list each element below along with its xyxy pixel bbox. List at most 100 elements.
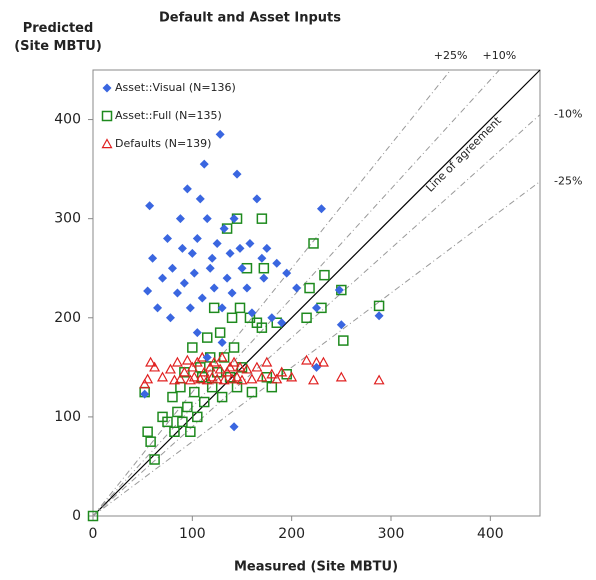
point bbox=[256, 322, 268, 333]
point bbox=[308, 374, 320, 385]
legend-marker bbox=[102, 83, 112, 93]
reference-line bbox=[92, 181, 541, 517]
point bbox=[261, 371, 273, 383]
point bbox=[225, 248, 235, 258]
point bbox=[195, 194, 205, 204]
point bbox=[182, 401, 193, 413]
legend-marker bbox=[101, 138, 113, 149]
reference-line bbox=[92, 69, 500, 517]
point bbox=[234, 361, 246, 372]
point bbox=[286, 371, 298, 382]
point bbox=[259, 273, 269, 283]
point bbox=[172, 406, 183, 418]
point bbox=[167, 391, 178, 403]
point bbox=[212, 238, 222, 248]
plot-area bbox=[92, 69, 541, 517]
point bbox=[189, 268, 199, 278]
point bbox=[205, 263, 215, 273]
reference-line bbox=[92, 69, 451, 517]
point bbox=[242, 283, 252, 293]
point bbox=[272, 258, 282, 268]
point bbox=[209, 283, 219, 293]
point bbox=[149, 454, 160, 465]
point bbox=[224, 361, 236, 372]
point bbox=[168, 374, 180, 385]
point bbox=[172, 288, 182, 298]
y-tick-label: 0 bbox=[72, 508, 81, 524]
point bbox=[312, 362, 321, 372]
point bbox=[148, 253, 158, 263]
point bbox=[207, 253, 217, 263]
point bbox=[179, 278, 189, 288]
point bbox=[229, 422, 239, 432]
point bbox=[256, 213, 268, 224]
reference-line bbox=[92, 114, 541, 517]
point bbox=[246, 386, 258, 398]
point bbox=[334, 285, 344, 295]
point bbox=[185, 303, 195, 313]
point bbox=[187, 248, 197, 258]
point bbox=[335, 371, 347, 382]
point bbox=[174, 373, 186, 384]
point bbox=[185, 426, 196, 438]
point bbox=[258, 262, 270, 274]
point bbox=[216, 351, 228, 362]
point bbox=[87, 510, 99, 522]
series bbox=[140, 129, 384, 432]
point bbox=[234, 302, 246, 314]
point bbox=[162, 416, 173, 428]
series bbox=[87, 213, 385, 522]
point bbox=[282, 268, 292, 278]
point bbox=[304, 282, 315, 294]
point bbox=[177, 416, 188, 428]
point bbox=[140, 389, 150, 399]
point bbox=[217, 303, 227, 313]
point bbox=[231, 371, 243, 382]
point bbox=[301, 354, 313, 365]
point bbox=[143, 286, 153, 296]
point bbox=[217, 338, 227, 348]
point bbox=[184, 374, 196, 385]
point bbox=[157, 371, 169, 382]
point bbox=[257, 253, 267, 263]
point bbox=[158, 273, 168, 283]
point bbox=[216, 391, 228, 403]
point bbox=[276, 366, 288, 377]
point bbox=[197, 293, 207, 303]
point bbox=[266, 381, 278, 393]
point bbox=[266, 368, 278, 379]
point bbox=[165, 313, 175, 323]
x-tick-label: 300 bbox=[378, 526, 405, 542]
point bbox=[177, 243, 187, 253]
point bbox=[261, 356, 273, 367]
point bbox=[292, 283, 302, 293]
point bbox=[301, 312, 312, 324]
point bbox=[247, 308, 257, 318]
point bbox=[139, 378, 151, 389]
legend-marker bbox=[101, 110, 113, 122]
y-tick-label: 100 bbox=[54, 409, 81, 425]
reference-label: -25% bbox=[554, 175, 582, 188]
point bbox=[256, 371, 268, 382]
point bbox=[202, 214, 212, 224]
point bbox=[267, 313, 277, 323]
point bbox=[227, 288, 237, 298]
x-axis-title: Measured (Site MBTU) bbox=[234, 560, 398, 575]
point bbox=[167, 263, 177, 273]
point bbox=[189, 386, 200, 398]
point bbox=[181, 354, 193, 365]
point bbox=[316, 204, 326, 214]
legend-label: Defaults (N=139) bbox=[115, 137, 211, 150]
series bbox=[139, 351, 385, 389]
point bbox=[178, 366, 190, 377]
point bbox=[188, 371, 200, 382]
point bbox=[199, 159, 209, 169]
reference-label: +10% bbox=[483, 49, 517, 62]
point bbox=[271, 373, 283, 384]
point bbox=[211, 367, 223, 378]
point bbox=[149, 361, 161, 372]
point bbox=[201, 332, 213, 343]
point bbox=[262, 243, 272, 253]
point bbox=[214, 363, 226, 374]
